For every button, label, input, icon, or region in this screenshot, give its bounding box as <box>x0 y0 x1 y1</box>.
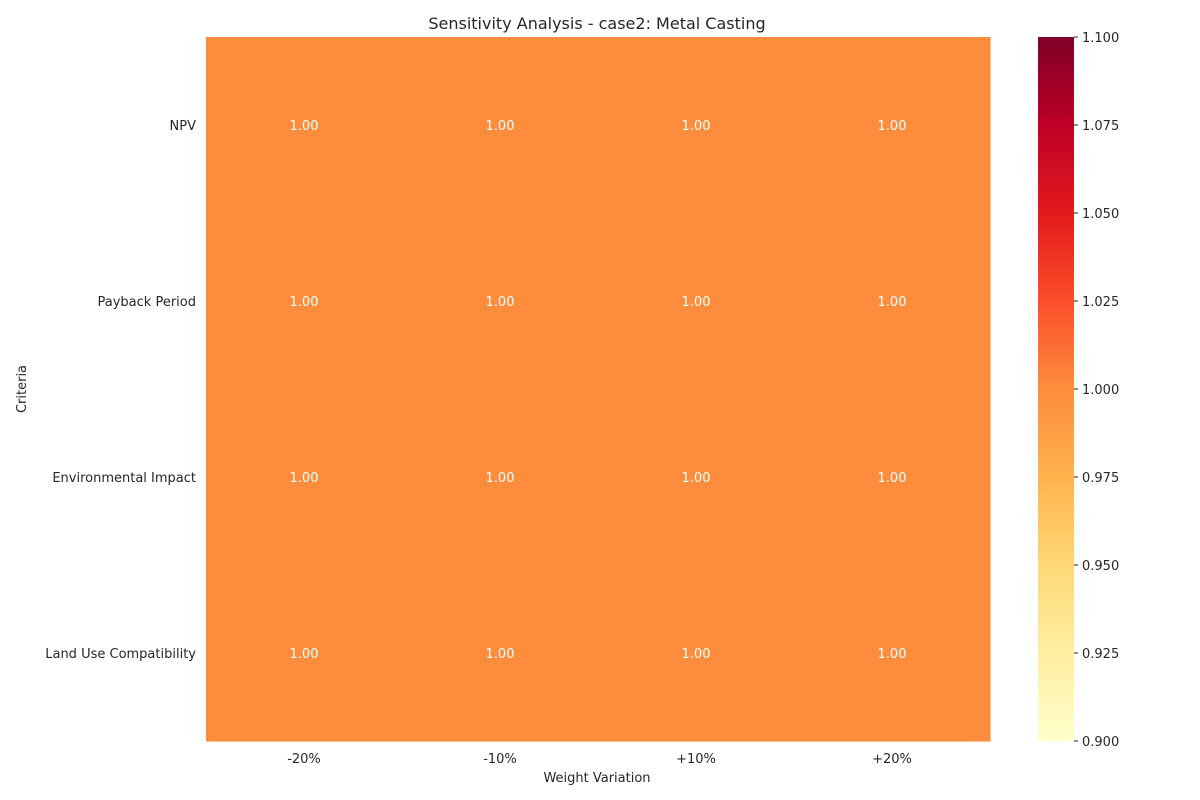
cell-value-label: 1.00 <box>682 295 711 310</box>
colorbar-tick-label: 0.925 <box>1082 647 1119 662</box>
heatmap-cell <box>598 565 795 742</box>
y-tick-label: Land Use Compatibility <box>45 647 196 662</box>
x-tick-label: +20% <box>872 752 912 767</box>
cell-value-label: 1.00 <box>290 647 319 662</box>
cell-value-label: 1.00 <box>290 471 319 486</box>
colorbar-tick-label: 0.900 <box>1082 735 1119 750</box>
heatmap-cell <box>206 565 403 742</box>
heatmap-cell <box>402 565 599 742</box>
heatmap-cell <box>206 213 403 390</box>
x-tick-label: -20% <box>287 752 321 767</box>
heatmap-cell <box>402 213 599 390</box>
colorbar-tick-label: 1.050 <box>1082 207 1119 222</box>
y-tick-label: Payback Period <box>98 295 196 310</box>
heatmap-cell <box>598 213 795 390</box>
cell-value-label: 1.00 <box>682 471 711 486</box>
cell-value-label: 1.00 <box>290 295 319 310</box>
cell-value-label: 1.00 <box>486 647 515 662</box>
y-tick-label: NPV <box>170 119 197 134</box>
cell-value-label: 1.00 <box>682 647 711 662</box>
cell-value-label: 1.00 <box>682 119 711 134</box>
cell-value-label: 1.00 <box>878 119 907 134</box>
colorbar-tick-label: 1.075 <box>1082 119 1119 134</box>
y-axis-label: Criteria <box>15 365 30 413</box>
colorbar <box>1038 37 1074 741</box>
heatmap-cell <box>794 37 991 214</box>
colorbar-tick-label: 1.025 <box>1082 295 1119 310</box>
heatmap-cell <box>794 213 991 390</box>
x-axis-tick-labels: -20% -10% +10% +20% <box>287 752 912 767</box>
x-axis-label: Weight Variation <box>543 771 650 786</box>
cell-value-label: 1.00 <box>878 295 907 310</box>
cell-value-label: 1.00 <box>486 295 515 310</box>
chart-title: Sensitivity Analysis - case2: Metal Cast… <box>428 14 765 33</box>
colorbar-tick-label: 0.975 <box>1082 471 1119 486</box>
heatmap-cell <box>206 37 403 214</box>
x-tick-label: +10% <box>676 752 716 767</box>
cell-value-labels: 1.00 1.00 1.00 1.00 1.00 1.00 1.00 1.00 1.00 1.00… <box>290 119 907 662</box>
heatmap-cell <box>402 37 599 214</box>
colorbar-tick-label: 0.950 <box>1082 559 1119 574</box>
y-tick-label: Environmental Impact <box>52 471 196 486</box>
heatmap-cell <box>206 389 403 566</box>
heatmap-cell <box>598 37 795 214</box>
colorbar-tick-label: 1.100 <box>1082 31 1119 46</box>
heatmap-cell <box>794 389 991 566</box>
heatmap-cell <box>598 389 795 566</box>
heatmap-cell <box>794 565 991 742</box>
cell-value-label: 1.00 <box>486 119 515 134</box>
cell-value-label: 1.00 <box>290 119 319 134</box>
cell-value-label: 1.00 <box>878 471 907 486</box>
colorbar-tick-label: 1.000 <box>1082 383 1119 398</box>
cell-value-label: 1.00 <box>878 647 907 662</box>
heatmap-cell <box>402 389 599 566</box>
x-tick-label: -10% <box>483 752 517 767</box>
y-axis-tick-labels: NPV Payback Period Environmental Impact Lan… <box>45 119 196 662</box>
colorbar-tick-labels: 0.900 0.925 0.950 0.975 1.000 1.025 1.050 1.075… <box>1074 31 1119 750</box>
heatmap-cells <box>206 37 991 742</box>
cell-value-label: 1.00 <box>486 471 515 486</box>
